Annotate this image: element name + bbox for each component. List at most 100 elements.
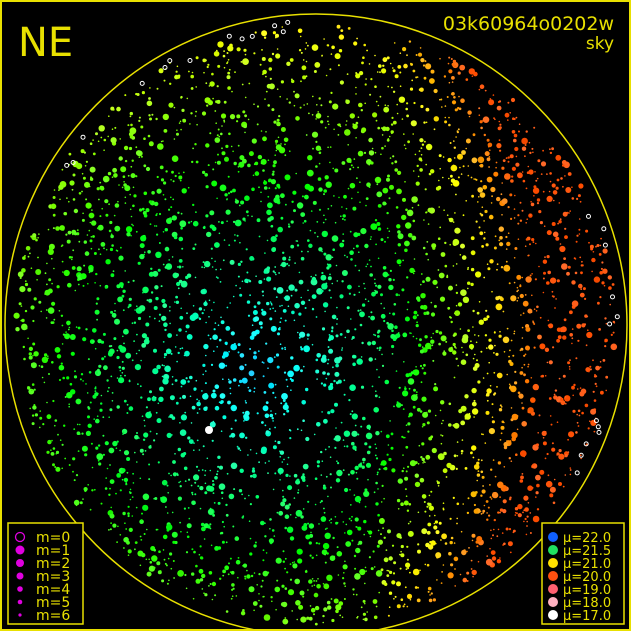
star-mark — [225, 513, 229, 517]
star-mark — [326, 527, 328, 530]
star-mark — [305, 569, 308, 572]
star-mark — [129, 111, 133, 116]
star-mark — [201, 312, 204, 315]
star-mark — [568, 431, 575, 438]
star-mark — [339, 80, 344, 85]
star-mark — [388, 278, 392, 282]
star-mark — [535, 310, 538, 312]
star-mark — [153, 395, 155, 398]
star-mark — [54, 419, 58, 422]
star-mark — [269, 77, 272, 80]
star-mark — [217, 546, 222, 550]
star-mark — [543, 271, 546, 275]
star-mark — [143, 432, 149, 438]
star-mark — [397, 65, 402, 69]
star-mark — [160, 496, 168, 503]
star-mark — [216, 160, 221, 165]
star-mark — [299, 590, 305, 596]
star-mark — [124, 159, 128, 163]
star-mark — [503, 264, 511, 272]
star-mark — [405, 208, 408, 212]
star-mark — [241, 125, 244, 127]
star-mark — [111, 392, 114, 394]
star-mark — [519, 219, 523, 222]
star-mark — [127, 281, 130, 284]
star-mark — [563, 318, 567, 322]
star-mark — [58, 378, 62, 382]
star-mark — [533, 126, 536, 129]
star-mark — [406, 545, 409, 548]
star-mark — [404, 386, 406, 388]
star-mark — [182, 394, 186, 399]
star-mark — [556, 397, 559, 400]
star-mark — [217, 277, 219, 279]
star-mark — [396, 401, 399, 404]
star-mark — [474, 353, 476, 356]
star-mark — [133, 321, 137, 324]
star-mark — [194, 276, 197, 279]
star-mark — [111, 128, 114, 130]
star-mark — [379, 71, 381, 74]
star-mark — [520, 314, 522, 316]
star-mark — [128, 132, 134, 137]
star-mark — [289, 437, 292, 440]
star-mark — [509, 349, 511, 352]
star-mark — [382, 187, 389, 194]
star-mark — [515, 453, 518, 457]
star-mark — [129, 488, 132, 491]
star-mark — [407, 422, 411, 426]
star-mark — [13, 312, 20, 319]
star-mark — [277, 440, 281, 445]
star-mark — [288, 258, 291, 261]
star-mark — [270, 236, 277, 243]
star-mark — [332, 366, 334, 369]
star-mark — [160, 285, 163, 288]
star-mark — [331, 45, 335, 50]
star-mark — [374, 358, 377, 360]
star-mark — [565, 398, 568, 401]
star-mark — [31, 383, 35, 386]
star-mark — [211, 257, 213, 260]
stars-layer — [13, 19, 620, 626]
star-mark — [499, 123, 502, 126]
star-mark — [403, 500, 409, 506]
star-mark — [546, 230, 552, 236]
star-mark — [116, 377, 119, 379]
star-mark — [212, 483, 215, 486]
star-mark — [610, 343, 618, 351]
star-mark — [533, 195, 535, 197]
star-mark — [457, 106, 460, 110]
star-mark — [414, 153, 417, 156]
star-mark — [169, 306, 171, 308]
star-mark — [445, 340, 448, 343]
star-mark — [360, 228, 367, 235]
star-mark — [562, 185, 564, 188]
star-mark — [173, 577, 176, 579]
star-mark — [162, 65, 168, 70]
star-mark — [429, 347, 432, 350]
star-mark — [510, 179, 514, 183]
star-mark — [564, 235, 568, 240]
star-mark — [310, 275, 313, 278]
star-mark — [212, 480, 214, 482]
brightness-swatch — [548, 584, 558, 594]
star-mark — [448, 56, 451, 59]
star-mark — [162, 113, 169, 121]
star-mark — [405, 568, 408, 570]
star-mark — [470, 236, 475, 241]
star-mark — [305, 387, 309, 392]
star-mark — [96, 453, 104, 461]
star-mark — [392, 90, 396, 94]
star-mark — [225, 610, 229, 613]
star-mark — [448, 347, 454, 353]
star-mark — [317, 464, 320, 468]
star-mark — [149, 223, 152, 226]
star-mark — [588, 370, 590, 373]
star-mark — [604, 340, 607, 343]
star-mark — [87, 406, 90, 409]
star-mark — [177, 211, 180, 214]
star-mark — [467, 268, 469, 270]
star-mark — [555, 154, 562, 161]
star-mark — [256, 218, 261, 223]
star-mark — [129, 498, 132, 501]
